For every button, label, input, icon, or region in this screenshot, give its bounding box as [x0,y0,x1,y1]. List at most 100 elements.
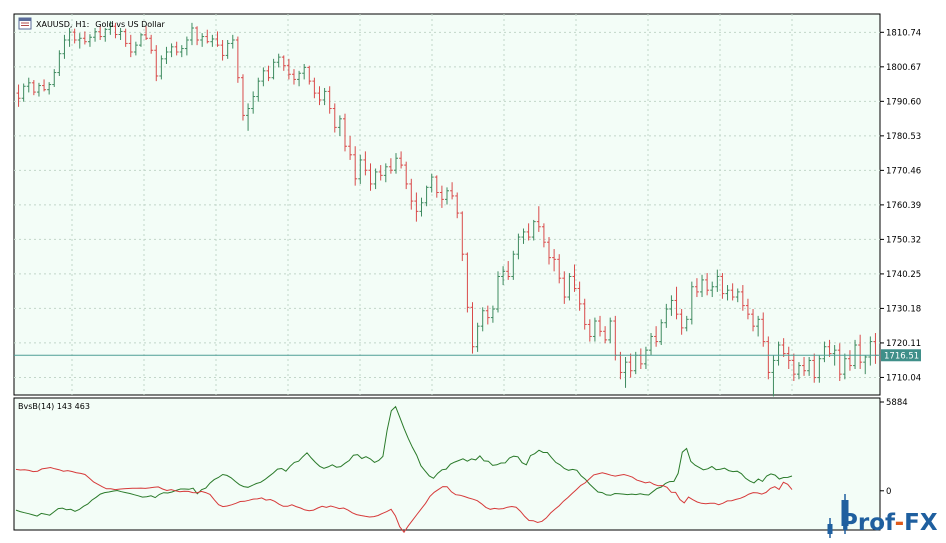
ohlc-bar [649,333,654,356]
ohlc-bar [807,357,812,376]
ohlc-bar [536,206,541,232]
ohlc-bar [276,53,281,68]
ohlc-bar [582,298,587,330]
ohlc-bar [705,273,710,296]
price-axis-label: 1800.67 [886,63,921,73]
ohlc-bar [501,266,506,286]
ohlc-bar [547,237,552,265]
ohlc-bar [735,288,740,303]
ohlc-bar [317,86,322,106]
ohlc-bar [337,115,342,136]
ohlc-bar [220,39,225,61]
indicator-axis: 5884 0 [880,398,908,497]
ohlc-bar [689,281,694,325]
ohlc-bar [291,69,296,85]
ohlc-bar [261,67,266,87]
ohlc-bar [720,273,725,299]
ohlc-bar [434,175,439,198]
ohlc-bar [240,74,245,121]
ohlc-bar [730,283,735,301]
ohlc-bar [740,285,745,311]
current-price-label: 1716.51 [881,349,921,362]
ohlc-bar [771,355,776,397]
indicator-series-line [15,466,793,534]
ohlc-bar [715,269,720,292]
ohlc-bar [230,34,235,49]
ohlc-bar [490,305,495,323]
ohlc-bar [562,271,567,304]
ohlc-bar [802,357,807,376]
ohlc-bar [133,41,138,56]
ohlc-bar [552,249,557,272]
main-grid [14,14,880,395]
ohlc-bar [592,317,597,342]
ohlc-bar [424,185,429,207]
price-axis-label: 1720.11 [886,339,921,349]
ohlc-bar [62,34,67,59]
ohlc-bar [419,197,424,217]
ohlc-bar [603,326,608,344]
logo-candle-icon [827,494,849,538]
ohlc-bar [399,151,404,169]
ohlc-bar [67,27,72,47]
header-separator-2: : [87,20,90,29]
ohlc-bar [200,33,205,47]
ohlc-bar [853,339,858,370]
ohlc-bar [679,309,684,335]
ohlc-bar [118,27,123,40]
logo-text-dash: - [895,510,905,536]
chart-window-icon[interactable] [18,17,32,30]
ohlc-bar [756,315,761,337]
ohlc-bar [786,346,791,370]
ohlc-bar [179,45,184,58]
timeframe-label: H1 [75,20,86,29]
ohlc-bar [664,303,669,328]
ohlc-bar [842,353,847,380]
ohlc-bar [31,80,36,96]
main-price-axis: 1810.74 1800.67 1790.60 1780.53 1770.46 1760.… [880,28,921,383]
ohlc-bar [123,28,128,47]
ohlc-bar [700,274,705,298]
ohlc-bar [485,305,490,325]
ohlc-bar [460,211,465,262]
ohlc-bar [286,58,291,80]
ohlc-bar [684,315,689,332]
ohlc-bar [26,77,31,93]
ohlc-bar [368,163,373,191]
ohlc-bar [414,192,419,222]
ohlc-bar [511,250,516,280]
ohlc-bar [531,219,536,241]
ohlc-bar [383,163,388,183]
ohlc-bars [16,21,878,397]
ohlc-bar [796,362,801,380]
ohlc-bar [149,34,154,54]
ohlc-bar [312,77,317,99]
ohlc-bar [159,55,164,80]
indicator-plot-area[interactable] [13,397,881,531]
ohlc-bar [429,173,434,193]
ohlc-bar [475,322,480,352]
logo-text-fx: FX [904,510,938,536]
ohlc-bar [281,55,286,71]
ohlc-bar [378,165,383,181]
ohlc-bar [82,31,87,45]
ohlc-bar [302,63,307,80]
ohlc-bar [567,273,572,301]
ohlc-bar [174,41,179,56]
ohlc-bar [776,341,781,366]
ohlc-bar [47,82,52,95]
ohlc-bar [195,26,200,46]
ohlc-bar [409,178,414,210]
symbol-description: Gold vs US Dollar [95,20,165,29]
ohlc-bar [353,146,358,186]
ohlc-bar [623,357,628,388]
ohlc-bar [373,168,378,190]
prof-fx-logo: Prof-FX [827,494,938,538]
ohlc-bar [113,22,118,39]
ohlc-bar [98,26,103,40]
ohlc-bar [587,319,592,342]
ohlc-bar [557,254,562,284]
logo-text-rof: rof [858,510,896,536]
ohlc-bar [93,27,98,42]
